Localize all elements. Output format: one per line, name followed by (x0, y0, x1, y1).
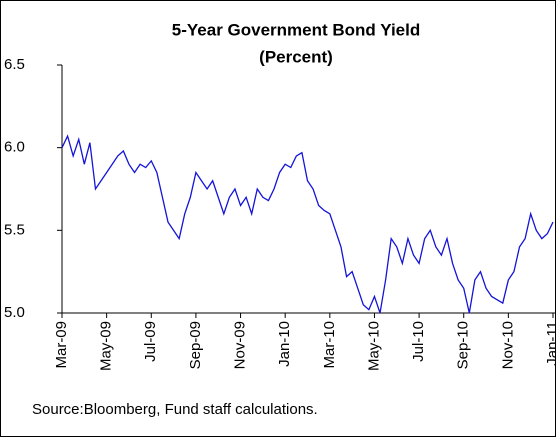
y-tick-label: 6.0 (4, 139, 25, 156)
chart-subtitle: (Percent) (259, 47, 333, 66)
x-tick-label: May-10 (365, 321, 382, 371)
x-tick-label: Jul-09 (142, 321, 159, 362)
x-tick-label: Jan-10 (276, 321, 293, 367)
x-tick-label: Jan-11 (544, 321, 556, 366)
x-tick-label: Jul-10 (410, 321, 427, 362)
x-tick-label: May-09 (98, 321, 115, 371)
source-note: Source:Bloomberg, Fund staff calculation… (32, 401, 318, 418)
chart-title: 5-Year Government Bond Yield (172, 20, 420, 39)
x-tick-label: Sep-10 (455, 321, 472, 369)
data-line (61, 134, 554, 314)
y-tick-label: 6.5 (4, 56, 25, 73)
x-tick-label: Mar-09 (53, 321, 70, 369)
x-tick-label: Nov-09 (232, 321, 249, 369)
y-tick-label: 5.5 (4, 221, 25, 238)
x-tick-label: Nov-10 (499, 321, 516, 369)
x-tick-label: Sep-09 (187, 321, 204, 369)
x-tick-label: Mar-10 (321, 321, 338, 369)
y-tick-label: 5.0 (4, 304, 25, 321)
